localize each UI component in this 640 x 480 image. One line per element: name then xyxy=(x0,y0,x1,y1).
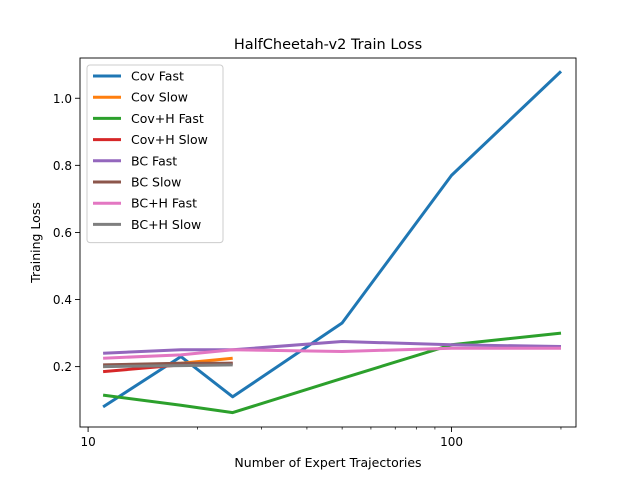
series-line-bc-slow xyxy=(103,361,233,367)
legend: Cov Fast Cov Slow Cov+H Fast Cov+H Slow BC F… xyxy=(86,64,224,244)
legend-entry: Cov Fast xyxy=(131,69,184,84)
legend-entry: BC+H Slow xyxy=(131,217,201,232)
x-axis: 10 100 xyxy=(80,427,562,449)
x-tick-label: 100 xyxy=(440,435,463,449)
plot-frame xyxy=(79,57,577,428)
legend-entry: Cov+H Slow xyxy=(131,132,208,147)
x-tick-label: 10 xyxy=(80,435,95,449)
legend-entry: BC Slow xyxy=(131,175,181,190)
series-layer xyxy=(102,70,563,415)
chart-title: HalfCheetah-v2 Train Loss xyxy=(234,37,422,53)
y-axis: 0.2 0.4 0.6 0.8 1.0 xyxy=(53,92,80,374)
legend-entry: BC Fast xyxy=(131,153,177,168)
series-line-bchh-fast xyxy=(103,346,561,360)
y-tick-label: 1.0 xyxy=(53,92,72,106)
legend-box xyxy=(86,64,224,244)
legend-entry: BC+H Fast xyxy=(131,196,197,211)
x-axis-label: Number of Expert Trajectories xyxy=(234,455,421,470)
y-tick-label: 0.4 xyxy=(53,293,72,307)
series-line-covhh-fast xyxy=(102,331,562,415)
legend-entry: Cov Slow xyxy=(131,90,188,105)
series-line-bchh-slow xyxy=(103,363,233,369)
legend-entry: Cov+H Fast xyxy=(131,111,204,126)
y-axis-label: Training Loss xyxy=(28,202,43,284)
y-tick-label: 0.8 xyxy=(53,159,72,173)
y-tick-label: 0.6 xyxy=(53,226,72,240)
series-line-bc-fast xyxy=(103,340,562,355)
y-tick-label: 0.2 xyxy=(53,360,72,374)
